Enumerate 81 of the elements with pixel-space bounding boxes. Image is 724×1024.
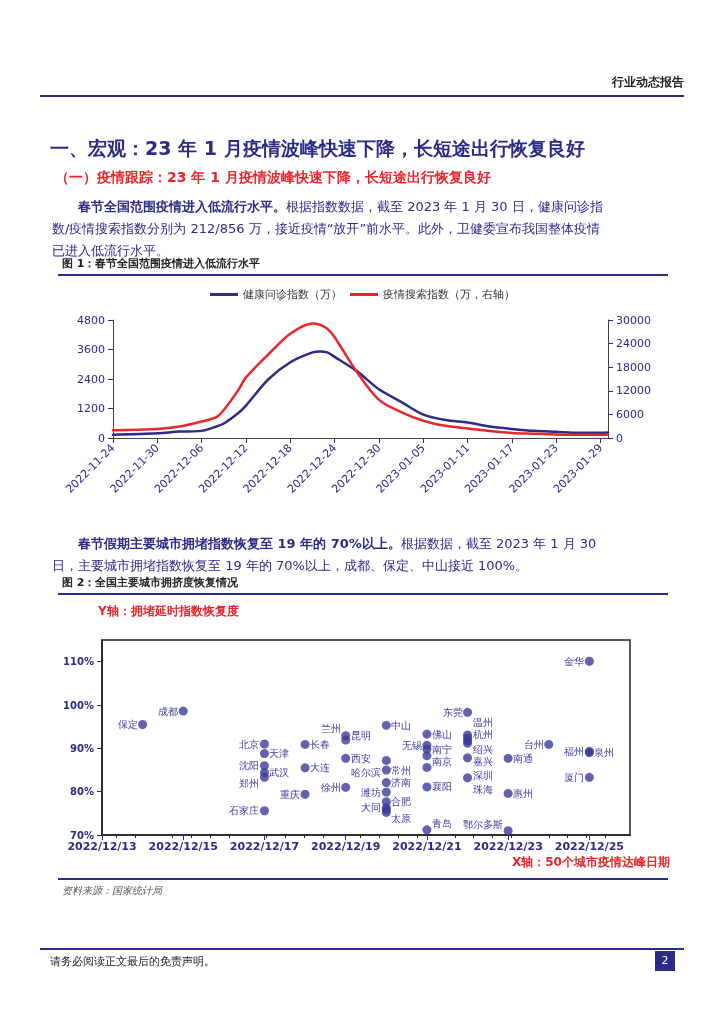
text: 请务必阅读正文最后的免责声明。 xyxy=(50,954,215,969)
y-tick-label: 90% xyxy=(70,742,94,754)
annotation: 佛山 xyxy=(431,728,452,740)
annotation: 南宁 xyxy=(431,743,452,755)
annotation: 福州 xyxy=(564,745,585,757)
x-tick-label: 2022/12/23 xyxy=(473,840,543,853)
annotation: 北京 xyxy=(239,738,260,750)
x-tick-label: 2022/12/21 xyxy=(392,840,462,853)
text: 行业动态报告 xyxy=(612,74,684,91)
y-tick-label: 1200 xyxy=(77,402,105,415)
y-tick-label: 70% xyxy=(70,829,94,841)
annotation: 厦门 xyxy=(564,771,585,783)
annotation: 郑州 xyxy=(239,777,260,789)
y2-tick-label: 6000 xyxy=(616,407,644,421)
y-tick-label: 0 xyxy=(98,431,105,445)
annotation: 徐州 xyxy=(320,781,341,793)
y2-tick-label: 12000 xyxy=(616,384,651,398)
y-tick-label: 80% xyxy=(70,786,94,798)
annotation: 中山 xyxy=(391,719,412,731)
text: 2 xyxy=(655,951,675,971)
x-tick-label: 2022/12/15 xyxy=(148,840,218,853)
y-tick-label: 110% xyxy=(63,656,94,668)
annotation: 嘉兴 xyxy=(472,755,493,767)
legend-label: 疫情搜索指数（万，右轴） xyxy=(383,288,515,301)
annotation: 惠州 xyxy=(512,787,534,799)
annotation: 大连 xyxy=(310,762,331,774)
annotation: 石家庄 xyxy=(229,805,260,817)
annotation: 绍兴 xyxy=(472,744,493,756)
y-tick-label: 2400 xyxy=(77,372,105,386)
annotation: 鄂尔多斯 xyxy=(463,819,504,831)
annotation: 合肥 xyxy=(391,796,412,808)
annotation: 珠海 xyxy=(472,784,493,796)
annotation: 常州 xyxy=(391,764,412,776)
annotation: 兰州 xyxy=(320,722,341,734)
annotation: 武汉 xyxy=(269,767,290,779)
annotation: 泉州 xyxy=(594,747,615,759)
annotation: 台州 xyxy=(523,738,544,750)
annotation: 南京 xyxy=(431,756,452,768)
annotation: 哈尔滨 xyxy=(351,766,382,778)
text: 春节全国范围疫情进入低流行水平。根据指数数据，截至 2023 年 1 月 30 日，健康问诊指数/疫情搜索指数分别为 212/856 万，接近疫情“放开”前水平。此外，卫健委宣布我国整体疫情已进入低流行水平。 xyxy=(52,198,604,258)
y-tick-label: 4800 xyxy=(77,313,105,327)
annotation: 沈阳 xyxy=(239,760,260,772)
text: 一、宏观：23 年 1 月疫情波峰快速下降，长短途出行恢复良好 xyxy=(50,136,585,161)
annotation: 济南 xyxy=(391,777,412,789)
y2-tick-label: 18000 xyxy=(616,360,651,374)
x-tick-label: 2022/12/25 xyxy=(554,840,625,853)
y-axis-title: Y轴：拥堵延时指数恢复度 xyxy=(98,603,239,620)
annotation: 昆明 xyxy=(350,730,371,742)
text: 资料来源：国家统计局 xyxy=(62,884,162,898)
annotation: 温州 xyxy=(472,717,493,729)
chart-title: 图 2：全国主要城市拥挤度恢复情况 xyxy=(62,575,239,590)
y2-tick-label: 24000 xyxy=(616,337,651,351)
annotation: 太原 xyxy=(391,812,412,824)
annotation: 大同 xyxy=(361,802,382,814)
text: 春节假期主要城市拥堵指数恢复至 19 年的 70%以上。根据数据，截至 2023 年 1 月 30 日，主要城市拥堵指数恢复至 19 年的 70%以上，成都、保定、中山接近 100%。 xyxy=(52,535,598,575)
annotation: 重庆 xyxy=(280,788,301,800)
x-axis-title: X轴：50个城市疫情达峰日期 xyxy=(512,854,670,871)
annotation: 无锡 xyxy=(401,739,422,751)
annotation: 长春 xyxy=(310,738,331,750)
y2-tick-label: 30000 xyxy=(616,313,651,327)
annotation: 南通 xyxy=(513,752,534,764)
text: （一）疫情跟踪：23 年 1 月疫情波峰快速下降，长短途出行恢复良好 xyxy=(55,169,491,187)
annotation: 成都 xyxy=(158,705,179,717)
x-tick-label: 2022/12/17 xyxy=(229,840,300,853)
annotation: 杭州 xyxy=(471,729,493,741)
y-tick-label: 100% xyxy=(63,699,94,711)
annotation: 金华 xyxy=(564,655,585,667)
annotation: 天津 xyxy=(269,748,290,760)
chart-title: 图 1：春节全国范围疫情进入低流行水平 xyxy=(62,256,261,271)
legend-label: 健康问诊指数（万） xyxy=(243,288,342,301)
annotation: 深圳 xyxy=(472,770,493,782)
annotation: 青岛 xyxy=(431,818,452,830)
annotation: 保定 xyxy=(117,719,138,730)
y-tick-label: 3600 xyxy=(77,343,105,356)
annotation: 西安 xyxy=(350,752,371,764)
y2-tick-label: 0 xyxy=(616,431,623,445)
annotation: 襄阳 xyxy=(431,781,452,793)
annotation: 潍坊 xyxy=(361,786,382,798)
annotation: 东莞 xyxy=(442,706,463,718)
x-tick-label: 2022/12/19 xyxy=(311,840,381,853)
x-tick-label: 2022/12/13 xyxy=(67,840,137,853)
